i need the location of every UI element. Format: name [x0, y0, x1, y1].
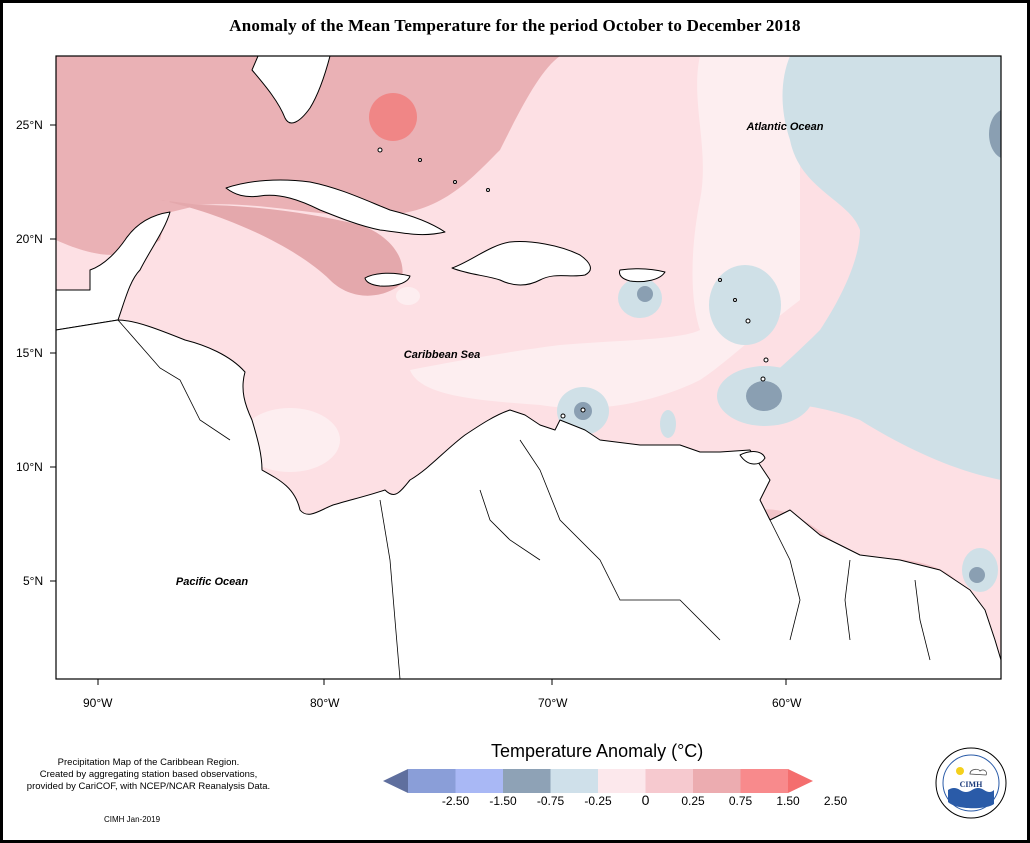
colorbar-tick-label: -0.25: [584, 794, 612, 808]
colorbar-segment: [645, 769, 693, 793]
yucatan-land: [56, 211, 171, 331]
axis-ticks: [50, 124, 787, 685]
jamaica-land: [364, 272, 411, 287]
pacific-ocean-label: Pacific Ocean: [176, 576, 248, 588]
colorbar-end-low: [383, 769, 408, 793]
neutral-anomaly-band: [410, 56, 800, 409]
central-south-america-land: [56, 319, 1001, 679]
hispaniola-land: [451, 241, 591, 286]
lat-label-5n: 5°N: [23, 574, 44, 588]
cool-anomaly-small: [660, 410, 676, 438]
colorbar-tick-label: 0: [641, 792, 650, 808]
cool-core-windward: [746, 381, 782, 411]
waves-icon: [948, 788, 994, 809]
colorbar-tick-label: 2.50: [823, 794, 848, 808]
colorbar-segment: [408, 769, 456, 793]
cool-anomaly-east: [989, 110, 1001, 158]
cimh-logo: CIMH: [935, 747, 1007, 819]
puerto-rico-land: [619, 268, 666, 283]
colorbar-tick-label: -2.50: [441, 794, 470, 808]
credit-text: Precipitation Map of the Caribbean Regio…: [6, 757, 291, 793]
cool-anomaly-atlantic: [740, 56, 1001, 480]
trinidad-land: [739, 451, 766, 465]
colorbar-segment: [598, 769, 646, 793]
colorbar-tick-label: 0.75: [728, 794, 753, 808]
cuba-land: [225, 179, 446, 236]
lon-label-80w: 80°W: [310, 696, 340, 710]
map-border: [55, 55, 1002, 680]
lat-label-15n: 15°N: [16, 346, 43, 360]
lat-label-25n: 25°N: [16, 118, 43, 132]
colorbar-end-high: [788, 769, 813, 793]
warm-anomaly-north: [56, 56, 560, 240]
lon-label-60w: 60°W: [772, 696, 802, 710]
sun-icon: [956, 767, 964, 775]
lon-label-90w: 90°W: [83, 696, 113, 710]
colorbar-tick-label: -1.50: [489, 794, 517, 808]
cool-core-guianas: [969, 567, 985, 583]
warm-anomaly-bahamas: [369, 93, 417, 141]
legend-title: Temperature Anomaly (°C): [491, 741, 704, 761]
cool-anomaly-leeward: [709, 265, 781, 345]
credit-line-2: Created by aggregating station based obs…: [39, 769, 258, 780]
caribbean-sea-label: Caribbean Sea: [404, 349, 480, 361]
colorbar-tick-label: -0.75: [536, 794, 565, 808]
colorbar-segment: [693, 769, 741, 793]
credit-line-1: Precipitation Map of the Caribbean Regio…: [57, 757, 240, 768]
atlantic-ocean-label: Atlantic Ocean: [745, 121, 823, 133]
lat-label-10n: 10°N: [16, 460, 43, 474]
neutral-anomaly-jamaica: [396, 287, 420, 305]
map-title: Anomaly of the Mean Temperature for the …: [229, 16, 801, 35]
logo-text: CIMH: [960, 780, 983, 789]
colorbar-segment: [455, 769, 503, 793]
colorbar-segment: [550, 769, 598, 793]
colorbar-tick-label: 0.25: [681, 794, 705, 808]
cloud-icon: [969, 768, 987, 776]
lat-label-20n: 20°N: [16, 232, 43, 246]
colorbar-tick-label: 1.50: [776, 794, 800, 808]
colorbar-segment: [503, 769, 551, 793]
land-masses: [56, 56, 1001, 679]
neutral-anomaly-pacific: [240, 408, 340, 472]
colorbar-segment: [740, 769, 788, 793]
lon-label-70w: 70°W: [538, 696, 568, 710]
florida-land: [251, 56, 331, 124]
colorbar: [383, 769, 813, 793]
credit-date: CIMH Jan-2019: [104, 815, 161, 824]
warm-anomaly-cuba: [160, 200, 403, 296]
country-borders: [117, 319, 931, 679]
cool-core-puerto-rico: [637, 286, 653, 302]
credit-line-3: provided by CariCOF, with NCEP/NCAR Rean…: [26, 781, 271, 792]
